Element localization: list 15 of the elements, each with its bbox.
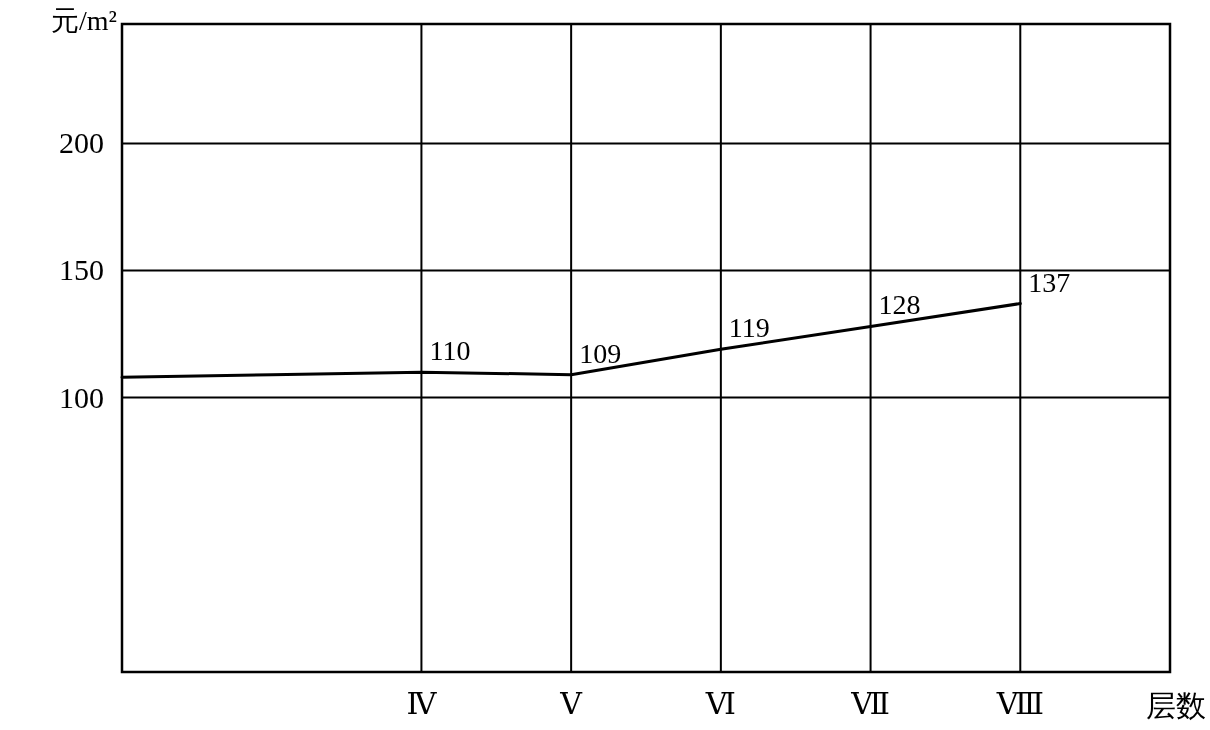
x-tick-label: Ⅶ	[850, 687, 890, 720]
x-tick-label: Ⅵ	[704, 687, 736, 720]
data-label: 119	[728, 312, 770, 344]
y-tick-label: 100	[59, 380, 104, 414]
data-label: 128	[878, 289, 921, 321]
x-tick-label: Ⅷ	[995, 687, 1044, 720]
data-label: 110	[429, 335, 471, 367]
y-tick-label: 200	[59, 126, 104, 160]
y-tick-label: 150	[59, 253, 104, 287]
data-label: 137	[1028, 266, 1071, 298]
x-axis-title: 层数	[1146, 689, 1206, 722]
x-tick-label: Ⅳ	[406, 687, 438, 720]
x-tick-label: Ⅴ	[559, 687, 584, 720]
y-axis-title: 元/m²	[51, 5, 117, 36]
data-label: 109	[579, 337, 622, 369]
